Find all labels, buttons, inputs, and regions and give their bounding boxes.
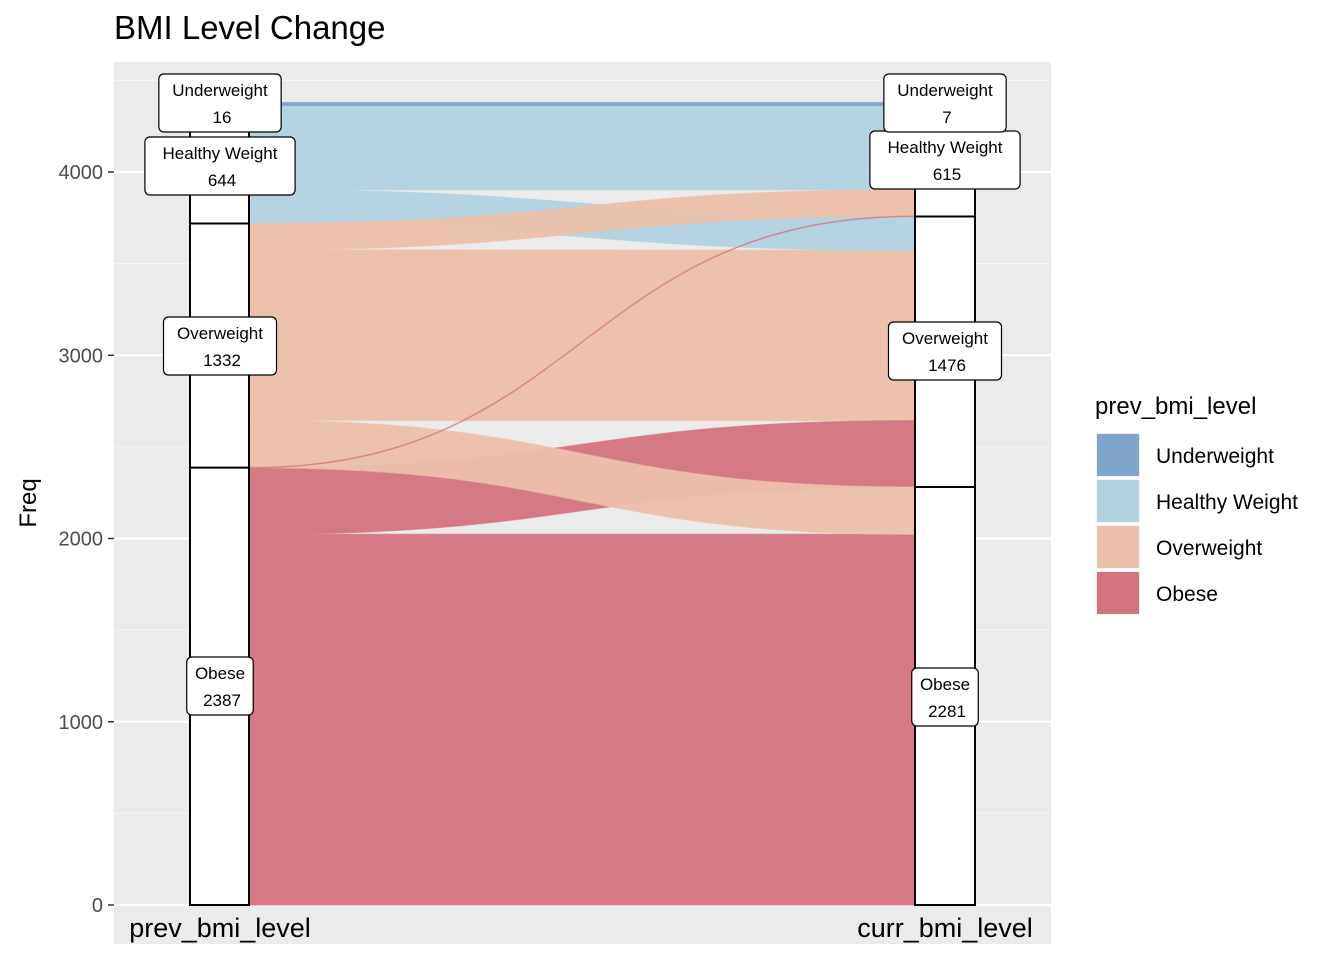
node-label-box xyxy=(911,667,979,727)
node-label-count: 1476 xyxy=(928,356,966,375)
node-label-count: 2281 xyxy=(928,702,966,721)
node-label-box xyxy=(186,656,254,716)
stratum-axis-curr xyxy=(914,101,976,906)
node-label-box xyxy=(144,136,296,196)
flow-healthy-weight-to-healthy-weight xyxy=(248,104,916,191)
node-label-name: Underweight xyxy=(172,81,268,100)
y-axis-title: Freq xyxy=(15,478,42,527)
legend-swatch-healthy-weight xyxy=(1097,480,1139,522)
y-tick-label: 2000 xyxy=(59,529,104,551)
node-label-name: Overweight xyxy=(902,329,988,348)
node-label-name: Obese xyxy=(195,664,245,683)
node-label-count: 1332 xyxy=(203,351,241,370)
node-label-box xyxy=(162,316,278,376)
node-label-prev-healthy-weight: Healthy Weight 644 xyxy=(144,136,296,196)
legend-swatch-overweight xyxy=(1097,526,1139,568)
legend-swatch-obese xyxy=(1097,572,1139,614)
node-label-curr-healthy-weight: Healthy Weight 615 xyxy=(869,130,1021,190)
node-label-prev-obese: Obese 2387 xyxy=(186,656,254,716)
node-label-curr-overweight: Overweight 1476 xyxy=(887,321,1003,381)
legend-swatch-underweight xyxy=(1097,434,1139,476)
node-label-name: Underweight xyxy=(897,81,993,100)
flows xyxy=(248,101,916,906)
node-labels: Obese 2387 Overweight 1332 Healthy Weight 644… xyxy=(144,73,1021,727)
node-label-count: 644 xyxy=(208,171,236,190)
y-tick-label: 3000 xyxy=(59,345,104,367)
legend-label-underweight: Underweight xyxy=(1156,445,1274,468)
node-label-count: 7 xyxy=(942,108,951,127)
y-tick-label: 1000 xyxy=(59,712,104,734)
flow-obese-to-obese xyxy=(248,533,916,906)
legend-label-obese: Obese xyxy=(1156,583,1218,606)
node-label-curr-obese: Obese 2281 xyxy=(911,667,979,727)
legend-label-overweight: Overweight xyxy=(1156,537,1262,560)
node-label-curr-underweight: Underweight 7 xyxy=(883,73,1007,133)
node-label-name: Obese xyxy=(920,675,970,694)
node-label-name: Healthy Weight xyxy=(163,144,278,163)
node-label-name: Overweight xyxy=(177,324,263,343)
node-label-count: 615 xyxy=(933,165,961,184)
y-tick-label: 0 xyxy=(92,895,103,917)
node-label-box xyxy=(883,73,1007,133)
legend: prev_bmi_level Underweight Healthy Weight… xyxy=(1095,393,1298,615)
flow-overweight-to-overweight xyxy=(248,249,916,422)
x-axis-label-prev: prev_bmi_level xyxy=(129,913,311,943)
node-label-count: 2387 xyxy=(203,691,241,710)
node-label-prev-underweight: Underweight 16 xyxy=(158,73,282,133)
y-tick-label: 4000 xyxy=(59,162,104,184)
node-label-prev-overweight: Overweight 1332 xyxy=(162,316,278,376)
legend-title: prev_bmi_level xyxy=(1095,393,1256,420)
node-label-count: 16 xyxy=(213,108,232,127)
chart-title: BMI Level Change xyxy=(114,9,386,46)
node-label-box xyxy=(887,321,1003,381)
node-label-box xyxy=(158,73,282,133)
flow-underweight-to-underweight xyxy=(248,101,916,105)
node-label-name: Healthy Weight xyxy=(888,138,1003,157)
legend-label-healthy-weight: Healthy Weight xyxy=(1156,491,1298,514)
y-axis: 0 1000 2000 3000 4000 xyxy=(59,162,114,917)
x-axis-label-curr: curr_bmi_level xyxy=(857,913,1033,943)
